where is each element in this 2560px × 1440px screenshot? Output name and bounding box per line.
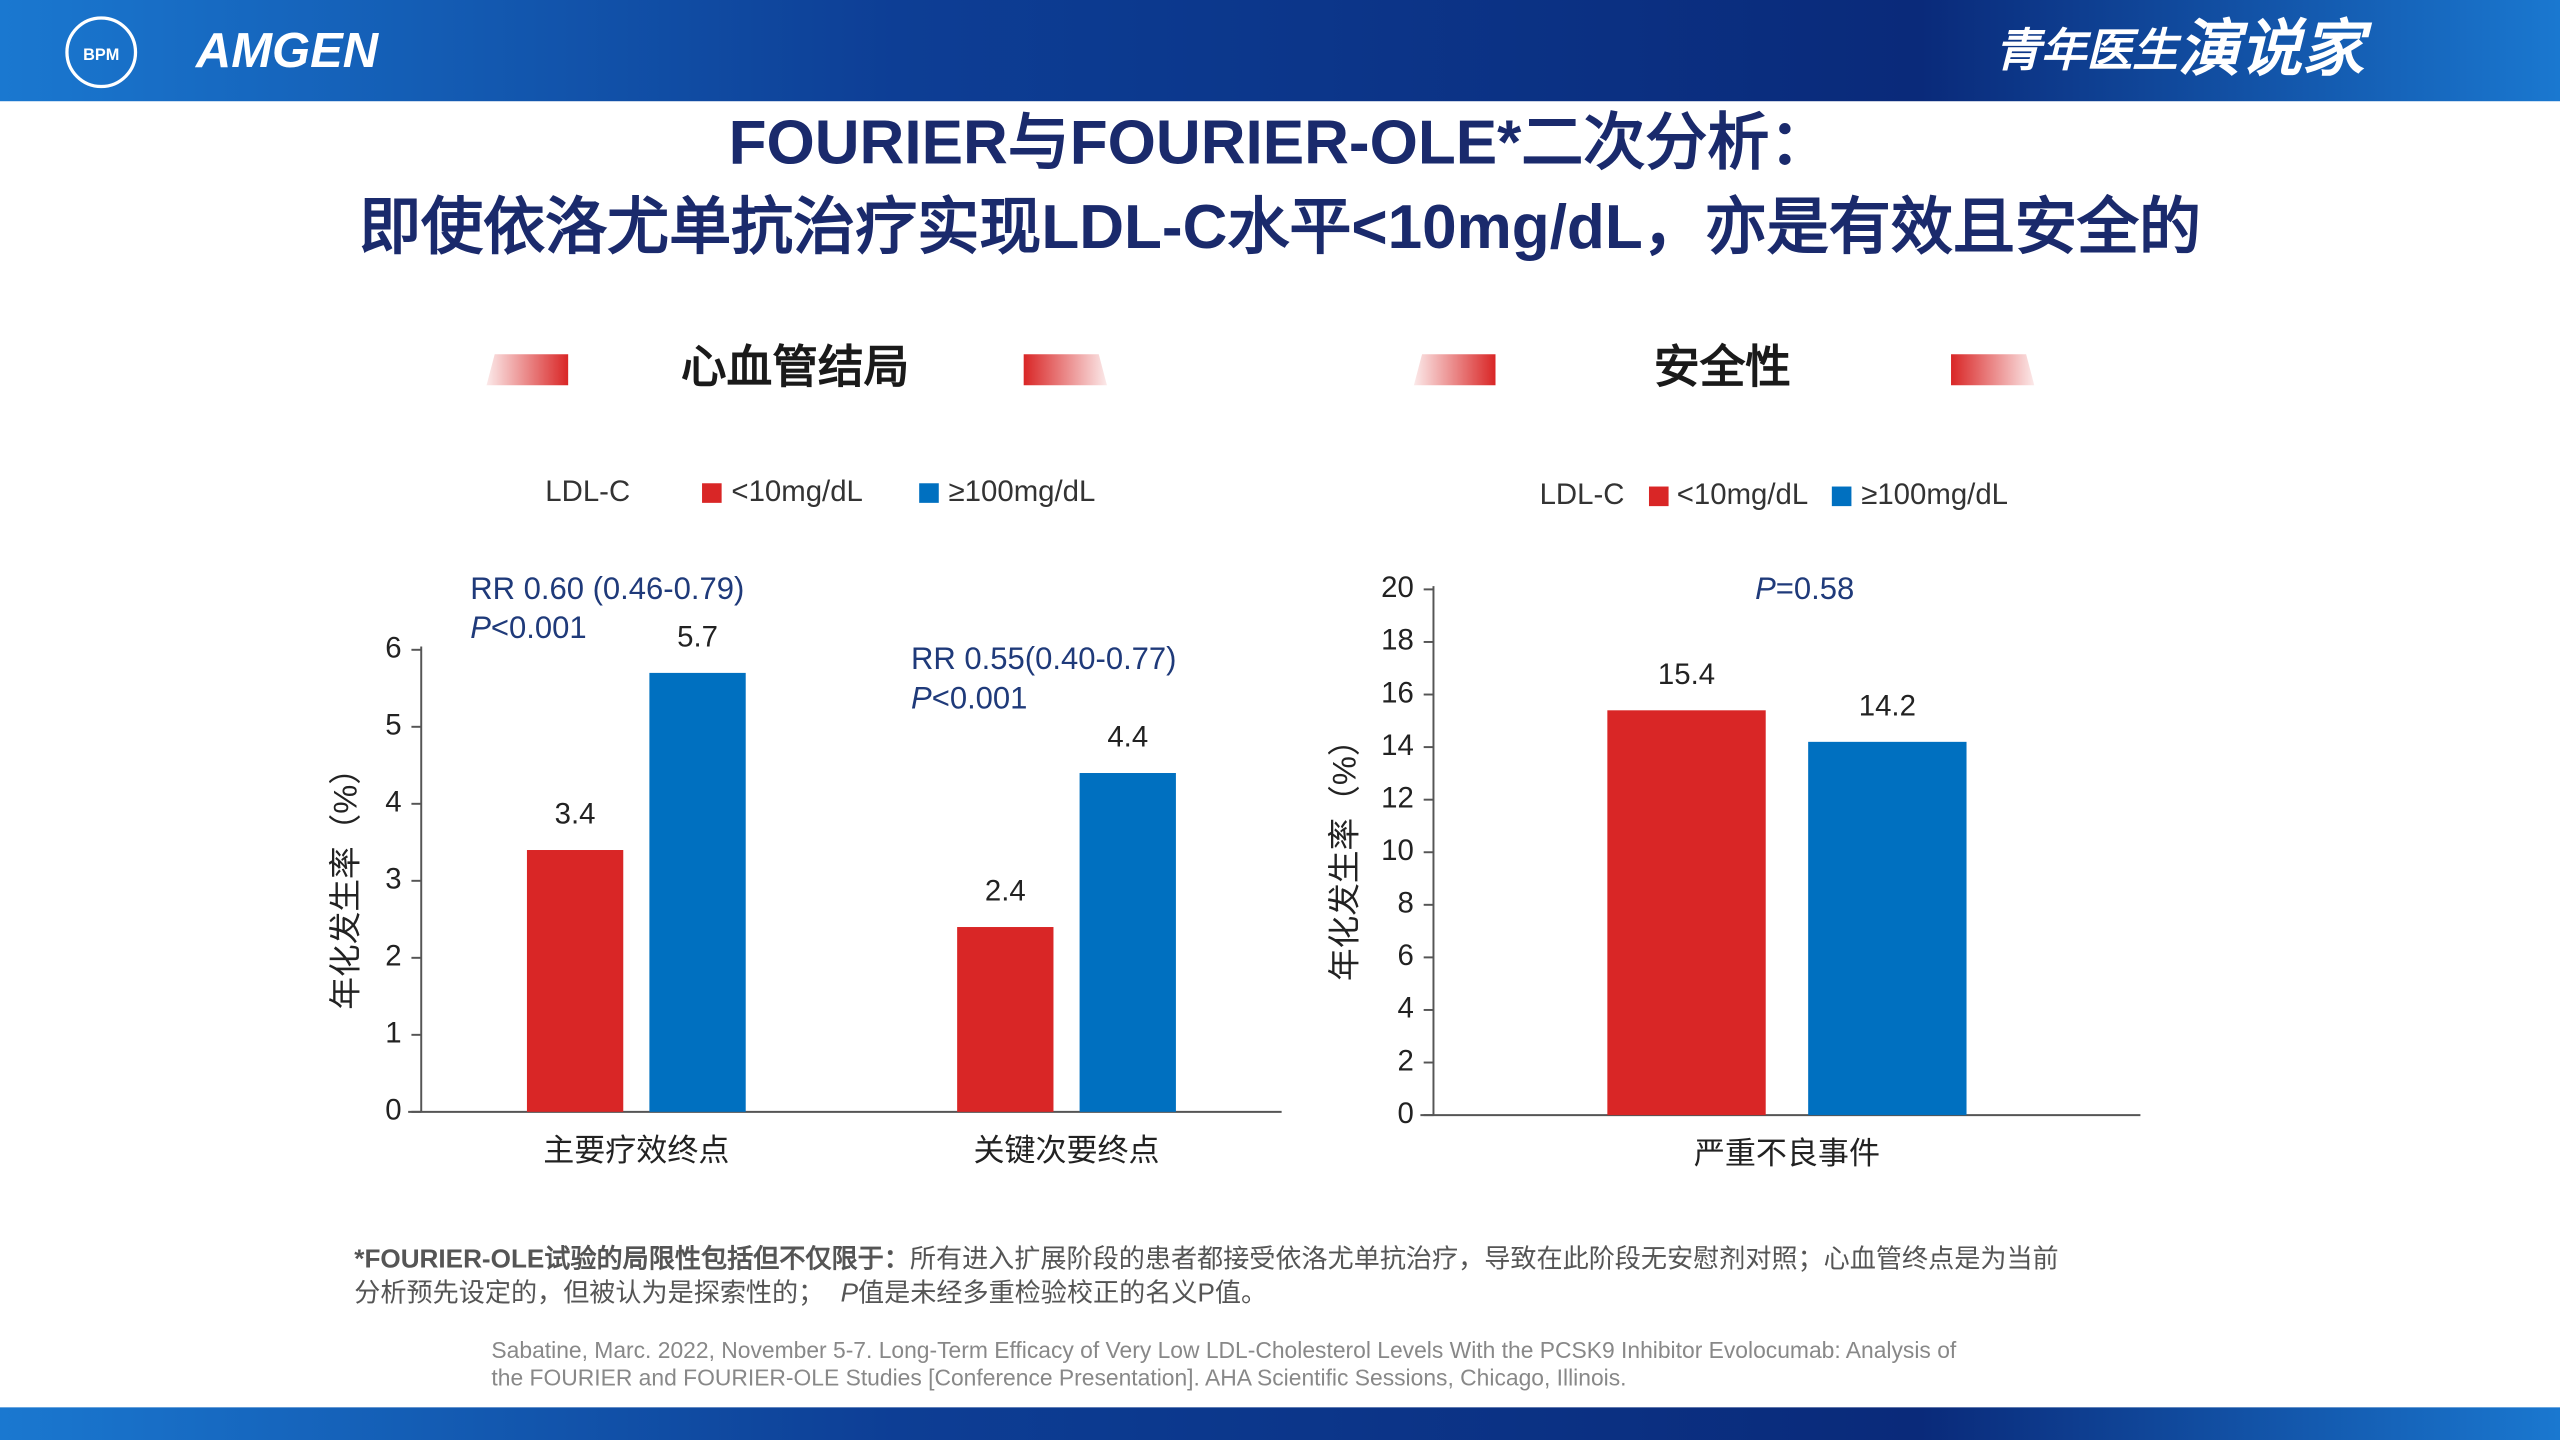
y-tick-label: 6 (1398, 939, 1414, 972)
annotation-italic: P (470, 610, 491, 645)
title-deco (1413, 354, 1496, 386)
y-tick-label: 12 (1381, 781, 1414, 814)
y-tick-label: 0 (1398, 1097, 1414, 1130)
legend-swatch (702, 483, 722, 503)
y-tick-label: 20 (1381, 571, 1414, 604)
legend-swatch (1648, 486, 1669, 507)
value-label: 2.4 (985, 875, 1026, 908)
y-tick-label: 8 (1398, 887, 1414, 920)
y-axis-label: 年化发生率（%） (1326, 723, 1363, 981)
org-logo: BPM (83, 46, 119, 64)
annotation-italic: P (911, 681, 932, 716)
y-tick-label: 4 (385, 786, 401, 819)
value-label: 5.7 (677, 620, 718, 653)
bar (649, 672, 746, 1112)
footnote-italic: P (841, 1278, 859, 1308)
y-tick-label: 14 (1381, 729, 1414, 762)
y-tick-label: 18 (1381, 624, 1414, 657)
y-tick-label: 6 (385, 632, 401, 665)
legend-title: LDL-C (1540, 478, 1625, 511)
legend-label: <10mg/dL (731, 475, 862, 508)
bar (1808, 741, 1967, 1116)
y-axis-label: 年化发生率（%） (326, 752, 363, 1010)
chart-title: 安全性 (1654, 342, 1791, 393)
reference: the FOURIER and FOURIER-OLE Studies [Con… (491, 1365, 1626, 1391)
y-tick-label: 10 (1381, 834, 1414, 867)
title-line: FOURIER与FOURIER-OLE*二次分析： (729, 108, 1832, 177)
x-tick-label: 关键次要终点 (973, 1133, 1159, 1168)
annotation-text: <0.001 (932, 681, 1028, 716)
x-tick-label: 主要疗效终点 (543, 1133, 729, 1168)
brand-logo: AMGEN (195, 24, 380, 78)
y-tick-label: 1 (385, 1017, 401, 1050)
footnote-bold: *FOURIER-OLE试验的局限性包括但不仅限于： (354, 1243, 910, 1273)
legend-label: ≥100mg/dL (949, 475, 1096, 508)
annotation: RR 0.55(0.40-0.77) (911, 641, 1177, 676)
legend-title: LDL-C (545, 475, 630, 508)
program-logo: 青年医生演说家 (1995, 15, 2373, 84)
y-tick-label: 0 (385, 1094, 401, 1127)
annotation: P<0.001 (470, 610, 586, 645)
y-tick-label: 4 (1398, 992, 1414, 1025)
annotation-text: RR 0.55(0.40-0.77) (911, 641, 1177, 676)
footnote: *FOURIER-OLE试验的局限性包括但不仅限于：所有进入扩展阶段的患者都接受… (354, 1243, 2058, 1273)
footnote-text: 值是未经多重检验校正的名义P值。 (858, 1278, 1267, 1308)
y-tick-label: 5 (385, 709, 401, 742)
y-tick-label: 2 (385, 940, 401, 973)
header-bar (0, 0, 2560, 102)
title-deco (1023, 354, 1107, 386)
footer-bar (0, 1407, 2560, 1440)
reference: Sabatine, Marc. 2022, November 5-7. Long… (491, 1337, 1956, 1363)
bar (1079, 773, 1176, 1112)
title-line: 即使依洛尤单抗治疗实现LDL-C水平<10mg/dL，亦是有效且安全的 (359, 193, 2201, 262)
annotation-text: RR 0.60 (0.46-0.79) (470, 571, 744, 606)
program-logo-a: 青年医生 (1995, 25, 2182, 76)
annotation-text: <0.001 (491, 610, 587, 645)
bar (957, 927, 1054, 1112)
value-label: 4.4 (1107, 720, 1148, 753)
footnote: 分析预先设定的，但被认为是探索性的； P值是未经多重检验校正的名义P值。 (354, 1278, 1267, 1308)
value-label: 15.4 (1658, 658, 1715, 691)
bar (1607, 710, 1766, 1116)
y-tick-label: 3 (385, 863, 401, 896)
y-tick-label: 2 (1398, 1044, 1414, 1077)
title-deco (486, 354, 569, 386)
annotation-text: =0.58 (1776, 571, 1854, 606)
x-tick-label: 严重不良事件 (1694, 1136, 1880, 1171)
title-deco (1951, 354, 2035, 386)
value-label: 3.4 (555, 797, 596, 830)
legend-label: <10mg/dL (1677, 478, 1808, 511)
legend-label: ≥100mg/dL (1861, 478, 2008, 511)
footnote-text: 所有进入扩展阶段的患者都接受依洛尤单抗治疗，导致在此阶段无安慰剂对照；心血管终点… (910, 1243, 2059, 1273)
annotation-italic: P (1755, 571, 1776, 606)
annotation: P=0.58 (1755, 571, 1854, 606)
org-logo-ring (65, 16, 138, 89)
value-label: 14.2 (1859, 689, 1916, 722)
bar (526, 850, 624, 1112)
footnote-text: 分析预先设定的，但被认为是探索性的； (354, 1278, 824, 1308)
legend-swatch (1831, 486, 1852, 507)
legend-swatch (919, 483, 939, 503)
y-tick-label: 16 (1381, 676, 1414, 709)
annotation: RR 0.60 (0.46-0.79) (470, 571, 744, 606)
annotation: P<0.001 (911, 681, 1027, 716)
chart-title: 心血管结局 (681, 342, 910, 393)
program-logo-b: 演说家 (2178, 15, 2373, 84)
